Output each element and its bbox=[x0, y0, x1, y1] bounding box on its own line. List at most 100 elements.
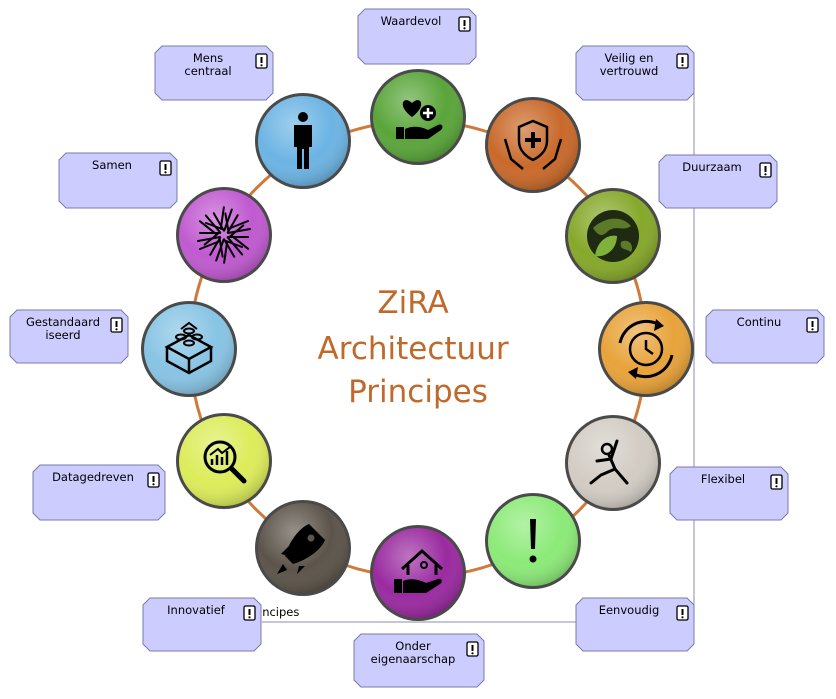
principle-node-innovatief[interactable] bbox=[255, 500, 351, 596]
label-box-shape bbox=[575, 45, 695, 101]
shield-hands-icon bbox=[503, 119, 563, 170]
title-line-2: Architectuur bbox=[318, 331, 509, 367]
label-box-shape bbox=[575, 597, 695, 652]
principle-label: Eenvoudig bbox=[599, 603, 660, 617]
principle-labels: Waardevol Veilig en vertrouwd Duurzaam Conti… bbox=[9, 8, 825, 688]
principle-label-line: Innovatief bbox=[167, 603, 226, 617]
node-shine bbox=[373, 528, 463, 618]
exclamation-icon bbox=[529, 519, 537, 563]
label-box-shape bbox=[705, 309, 825, 364]
title-line-3: Principes bbox=[348, 374, 488, 410]
clock-cycle-icon bbox=[618, 319, 674, 379]
principle-label: Flexibel bbox=[701, 472, 745, 486]
person-icon bbox=[294, 112, 312, 169]
alert-icon[interactable] bbox=[759, 162, 772, 178]
principle-node-datagedreven[interactable] bbox=[176, 413, 272, 509]
principle-label: Continu bbox=[737, 315, 782, 329]
principle-label-line: eigenaarschap bbox=[371, 652, 456, 666]
principle-label-line: Eenvoudig bbox=[599, 603, 660, 617]
label-box-shape bbox=[154, 45, 274, 101]
principle-label-line: Waardevol bbox=[381, 14, 442, 28]
partial-label: incipes bbox=[259, 605, 299, 619]
label-box-continu[interactable]: Continu bbox=[705, 309, 825, 364]
alert-icon[interactable] bbox=[110, 317, 123, 333]
principle-label-line: centraal bbox=[184, 64, 231, 78]
principle-label-line: Datagedreven bbox=[52, 470, 134, 484]
title-line-1: ZiRA bbox=[377, 285, 448, 321]
node-shine bbox=[179, 190, 269, 280]
principle-label: Samen bbox=[92, 158, 132, 172]
label-box-datagedreven[interactable]: Datagedreven bbox=[32, 464, 166, 521]
alert-icon[interactable] bbox=[159, 160, 172, 176]
node-shine bbox=[373, 72, 463, 162]
principle-nodes bbox=[141, 69, 694, 621]
alert-icon[interactable] bbox=[458, 16, 471, 32]
principle-label: Veilig en vertrouwd bbox=[600, 51, 659, 78]
label-box-shape bbox=[658, 154, 778, 209]
alert-icon[interactable] bbox=[676, 53, 689, 69]
hand-heart-icon bbox=[396, 100, 443, 139]
label-box-shape bbox=[9, 309, 129, 364]
alert-icon[interactable] bbox=[255, 53, 268, 69]
label-box-eenvoudig[interactable]: Eenvoudig bbox=[575, 597, 695, 652]
principle-label: Innovatief bbox=[167, 603, 226, 617]
principle-label: Gestandaard iseerd bbox=[26, 315, 100, 342]
principle-label-line: Veilig en bbox=[605, 51, 654, 65]
principle-label: Onder eigenaarschap bbox=[371, 639, 456, 666]
alert-icon[interactable] bbox=[243, 605, 256, 621]
label-box-innovatief[interactable]: Innovatief bbox=[142, 597, 262, 652]
alert-icon[interactable] bbox=[466, 641, 479, 657]
label-box-samen[interactable]: Samen bbox=[58, 152, 178, 209]
principle-label: Datagedreven bbox=[52, 470, 134, 484]
alert-icon[interactable] bbox=[806, 317, 819, 333]
label-box-gestandaard-iseerd[interactable]: Gestandaard iseerd bbox=[9, 309, 129, 364]
principle-label-line: Gestandaard bbox=[26, 315, 100, 329]
label-box-flexibel[interactable]: Flexibel bbox=[669, 466, 789, 521]
label-box-shape bbox=[142, 597, 262, 652]
principle-node-continu[interactable] bbox=[598, 301, 694, 397]
principle-node-mens-centraal[interactable] bbox=[255, 93, 351, 189]
label-box-shape bbox=[353, 633, 485, 688]
label-box-veilig-en-vertrouwd[interactable]: Veilig en vertrouwd bbox=[575, 45, 695, 101]
alert-icon[interactable] bbox=[676, 605, 689, 621]
diagram-title: ZiRA Architectuur Principes bbox=[318, 285, 519, 410]
stretch-figure-icon bbox=[589, 439, 629, 485]
principle-label-line: iseerd bbox=[45, 328, 80, 342]
principle-label-line: vertrouwd bbox=[600, 64, 659, 78]
principle-label: Waardevol bbox=[381, 14, 442, 28]
alert-icon[interactable] bbox=[770, 474, 783, 490]
principle-label-line: Duurzaam bbox=[682, 160, 742, 174]
principle-node-onder-eigenaarschap[interactable] bbox=[370, 525, 466, 621]
label-box-mens-centraal[interactable]: Mens centraal bbox=[154, 45, 274, 101]
label-box-shape bbox=[669, 466, 789, 521]
principle-label-line: Mens bbox=[193, 51, 223, 65]
principle-node-flexibel[interactable] bbox=[565, 415, 661, 511]
blocks-icon bbox=[164, 321, 214, 375]
principle-label-line: Continu bbox=[737, 315, 782, 329]
chart-magnifier-icon bbox=[203, 440, 247, 484]
principle-label: Duurzaam bbox=[682, 160, 742, 174]
label-box-shape bbox=[58, 152, 178, 209]
principle-node-gestandaard-iseerd[interactable] bbox=[141, 301, 237, 397]
principle-node-samen[interactable] bbox=[176, 187, 272, 283]
node-shine bbox=[144, 304, 234, 394]
principle-node-duurzaam[interactable] bbox=[565, 188, 661, 284]
house-hand-icon bbox=[394, 548, 444, 593]
principle-label-line: Onder bbox=[395, 639, 431, 653]
globe-leaf-icon bbox=[587, 210, 639, 262]
label-box-shape bbox=[357, 8, 477, 65]
label-box-duurzaam[interactable]: Duurzaam bbox=[658, 154, 778, 209]
principle-node-waardevol[interactable] bbox=[370, 69, 466, 165]
principle-node-eenvoudig[interactable] bbox=[485, 493, 581, 589]
rocket-icon bbox=[277, 524, 325, 574]
node-shine bbox=[179, 416, 269, 506]
principle-node-veilig-en-vertrouwd[interactable] bbox=[485, 97, 581, 193]
principle-label: Mens centraal bbox=[184, 51, 231, 78]
label-box-waardevol[interactable]: Waardevol bbox=[357, 8, 477, 65]
principle-label-line: Samen bbox=[92, 158, 132, 172]
hands-circle-icon bbox=[197, 206, 251, 264]
alert-icon[interactable] bbox=[147, 472, 160, 488]
principle-label-line: Flexibel bbox=[701, 472, 745, 486]
label-box-onder-eigenaarschap[interactable]: Onder eigenaarschap bbox=[353, 633, 485, 688]
